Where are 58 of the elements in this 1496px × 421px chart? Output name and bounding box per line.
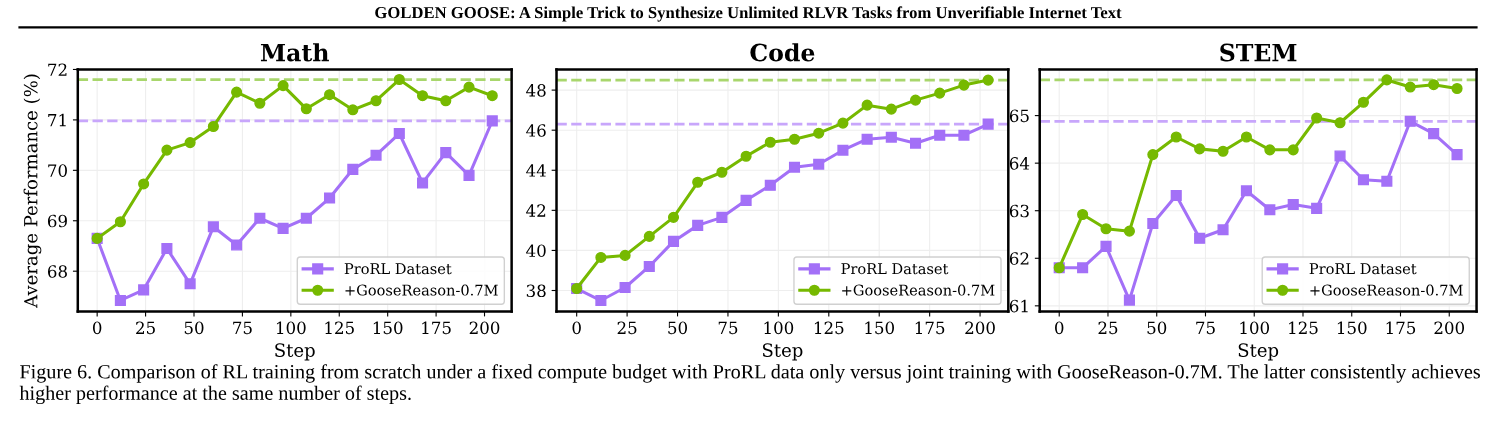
chart-title: Code xyxy=(750,43,815,62)
y-tick-label: 70 xyxy=(48,164,67,177)
y-tick-label: 62 xyxy=(1009,252,1029,265)
text: GOLDEN GOOSE: A Simple Trick to Synthesize Unlimited RLVR Tasks from Unverifiable Internet Text xyxy=(375,6,1122,22)
x-tick-label: 25 xyxy=(617,321,637,335)
x-tick-label: 0 xyxy=(92,321,102,335)
y-tick-label: 40 xyxy=(526,244,546,257)
x-tick-label: 75 xyxy=(1196,321,1215,335)
x-tick-label: 200 xyxy=(965,321,995,335)
y-tick-label: 69 xyxy=(47,214,67,228)
legend-label: +GooseReason-0.7M xyxy=(842,284,995,296)
x-tick-label: 175 xyxy=(1386,321,1416,335)
x-tick-label: 150 xyxy=(1337,321,1367,335)
x-tick-label: 25 xyxy=(136,321,155,335)
y-tick-label: 63 xyxy=(1009,204,1029,218)
y-tick-label: 44 xyxy=(526,164,546,177)
x-tick-label: 125 xyxy=(814,321,844,335)
x-tick-label: 50 xyxy=(668,321,688,335)
legend-label: +GooseReason-0.7M xyxy=(1310,284,1463,296)
y-tick-label: 38 xyxy=(526,284,546,298)
x-axis-title: Step xyxy=(1238,343,1279,361)
x-tick-label: 0 xyxy=(572,321,581,335)
legend-label: ProRL Dataset xyxy=(344,263,452,275)
x-tick-label: 100 xyxy=(1240,321,1270,335)
chart-title: STEM xyxy=(1220,43,1297,62)
x-axis-title: Step xyxy=(762,343,803,361)
x-tick-label: 200 xyxy=(1434,321,1465,335)
x-tick-label: 100 xyxy=(764,321,794,335)
x-tick-label: 25 xyxy=(1098,321,1118,335)
x-axis-title: Step xyxy=(275,343,315,361)
y-tick-label: 61 xyxy=(1009,299,1028,313)
x-tick-label: 150 xyxy=(865,321,895,335)
legend-label: ProRL Dataset xyxy=(1309,263,1417,275)
legend-label: ProRL Dataset xyxy=(841,263,949,275)
x-tick-label: 0 xyxy=(1055,321,1064,335)
x-tick-label: 50 xyxy=(1147,321,1167,335)
x-tick-label: 75 xyxy=(233,321,252,335)
y-tick-label: 42 xyxy=(526,204,546,217)
x-tick-label: 100 xyxy=(276,321,306,335)
x-tick-label: 75 xyxy=(718,321,738,335)
x-tick-label: 175 xyxy=(915,321,945,335)
y-tick-label: 72 xyxy=(48,63,67,76)
legend-label: +GooseReason-0.7M xyxy=(345,284,498,296)
x-tick-label: 150 xyxy=(373,321,403,335)
y-axis-title: Average Performance (%) xyxy=(23,74,42,308)
x-tick-label: 50 xyxy=(184,321,204,335)
y-tick-label: 71 xyxy=(48,113,66,127)
y-tick-label: 46 xyxy=(526,124,546,137)
y-tick-label: 64 xyxy=(1009,157,1030,170)
x-tick-label: 175 xyxy=(422,321,451,335)
chart-title: Math xyxy=(260,43,329,62)
y-tick-label: 65 xyxy=(1009,109,1029,123)
caption: Figure 6. Comparison of RL training from scratch under a fixed compute budget with ProRL data only versus joint training with GooseReason-0.7M. The latter consistently achieves higher performance at the same number of steps. xyxy=(19,364,1480,405)
x-tick-label: 125 xyxy=(325,321,354,335)
x-tick-label: 125 xyxy=(1289,321,1318,335)
x-tick-label: 200 xyxy=(469,321,500,335)
y-tick-label: 68 xyxy=(47,265,67,278)
y-tick-label: 48 xyxy=(526,84,546,97)
